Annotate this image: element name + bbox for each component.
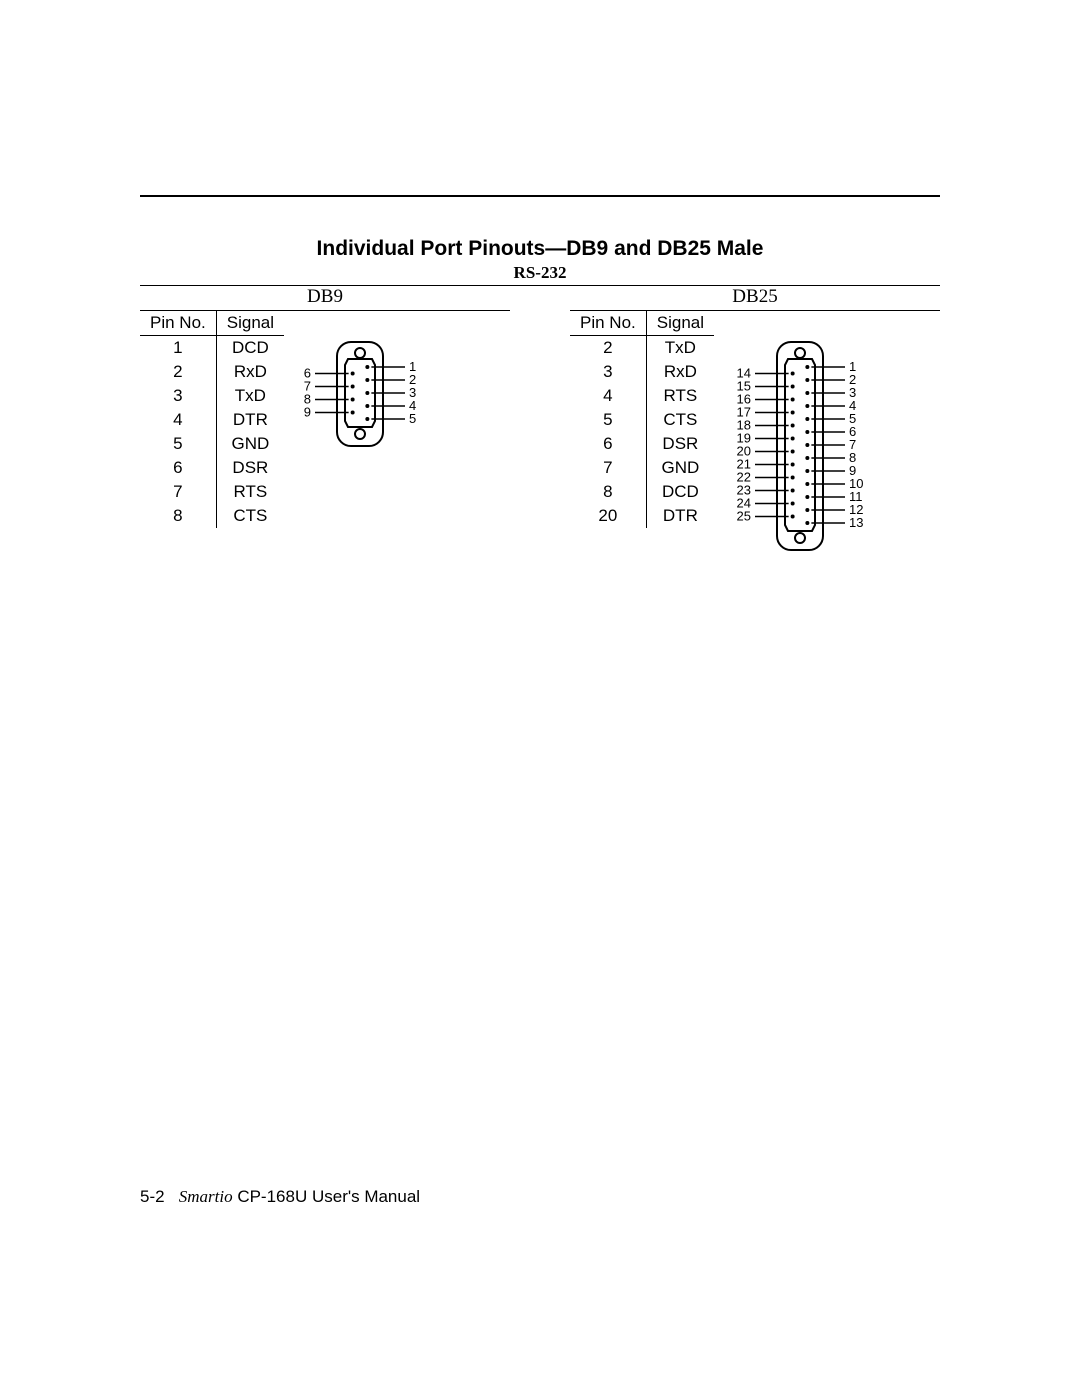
page-content: Individual Port Pinouts—DB9 and DB25 Mal… (140, 195, 940, 556)
svg-text:5: 5 (409, 411, 416, 426)
table-row: 3TxD (140, 384, 284, 408)
pin-signal: DTR (216, 408, 284, 432)
pin-signal: RTS (646, 384, 714, 408)
pin-signal: DCD (216, 336, 284, 361)
two-column-layout: DB9 Pin No. Signal 1DCD2RxD3TxD4DTR5GND6… (140, 286, 940, 556)
pin-number: 2 (140, 360, 216, 384)
pin-signal: TxD (646, 336, 714, 361)
table-row: 2RxD (140, 360, 284, 384)
section-subtitle: RS-232 (140, 263, 940, 283)
pin-signal: GND (216, 432, 284, 456)
db9-header-signal: Signal (216, 311, 284, 336)
db25-connector-diagram: 1234567891011121314151617181920212223242… (720, 341, 880, 556)
pin-number: 8 (140, 504, 216, 528)
pin-number: 6 (570, 432, 646, 456)
table-row: 8CTS (140, 504, 284, 528)
pin-number: 8 (570, 480, 646, 504)
table-row: 6DSR (140, 456, 284, 480)
pin-signal: RxD (646, 360, 714, 384)
pin-number: 3 (570, 360, 646, 384)
section-title: Individual Port Pinouts—DB9 and DB25 Mal… (140, 237, 940, 261)
pin-number: 3 (140, 384, 216, 408)
pin-signal: RTS (216, 480, 284, 504)
brand-name: Smartio (179, 1187, 233, 1206)
table-row: 5CTS (570, 408, 714, 432)
table-row: 2TxD (570, 336, 714, 361)
table-row: 20DTR (570, 504, 714, 528)
pin-signal: CTS (216, 504, 284, 528)
pin-number: 7 (570, 456, 646, 480)
rule-top (140, 195, 940, 197)
db25-label: DB25 (570, 286, 940, 311)
pin-number: 6 (140, 456, 216, 480)
svg-text:9: 9 (304, 405, 311, 420)
db25-column: DB25 Pin No. Signal 2TxD3RxD4RTS5CTS6DSR… (570, 286, 940, 556)
table-row: 4RTS (570, 384, 714, 408)
db25-pin-table: Pin No. Signal 2TxD3RxD4RTS5CTS6DSR7GND8… (570, 311, 714, 528)
pin-signal: TxD (216, 384, 284, 408)
manual-name: CP-168U User's Manual (233, 1187, 420, 1206)
svg-text:13: 13 (849, 515, 863, 530)
table-row: 8DCD (570, 480, 714, 504)
pin-number: 5 (570, 408, 646, 432)
db9-header-pin: Pin No. (140, 311, 216, 336)
pin-number: 4 (140, 408, 216, 432)
svg-text:25: 25 (737, 509, 751, 524)
table-row: 6DSR (570, 432, 714, 456)
db9-pin-table: Pin No. Signal 1DCD2RxD3TxD4DTR5GND6DSR7… (140, 311, 284, 528)
table-row: 4DTR (140, 408, 284, 432)
db25-header-pin: Pin No. (570, 311, 646, 336)
pin-number: 20 (570, 504, 646, 528)
pin-signal: CTS (646, 408, 714, 432)
table-row: 7GND (570, 456, 714, 480)
pin-signal: DTR (646, 504, 714, 528)
pin-signal: GND (646, 456, 714, 480)
pin-number: 7 (140, 480, 216, 504)
page-footer: 5-2 Smartio CP-168U User's Manual (140, 1187, 420, 1207)
table-row: 3RxD (570, 360, 714, 384)
pin-signal: DSR (646, 432, 714, 456)
table-row: 1DCD (140, 336, 284, 361)
pin-number: 2 (570, 336, 646, 361)
db9-connector-diagram: 123456789 (290, 341, 430, 452)
db9-column: DB9 Pin No. Signal 1DCD2RxD3TxD4DTR5GND6… (140, 286, 510, 556)
page-number: 5-2 (140, 1187, 165, 1206)
pin-number: 4 (570, 384, 646, 408)
table-row: 5GND (140, 432, 284, 456)
table-row: 7RTS (140, 480, 284, 504)
db9-label: DB9 (140, 286, 510, 311)
pin-signal: DCD (646, 480, 714, 504)
pin-number: 1 (140, 336, 216, 361)
pin-signal: DSR (216, 456, 284, 480)
pin-signal: RxD (216, 360, 284, 384)
pin-number: 5 (140, 432, 216, 456)
db25-header-signal: Signal (646, 311, 714, 336)
